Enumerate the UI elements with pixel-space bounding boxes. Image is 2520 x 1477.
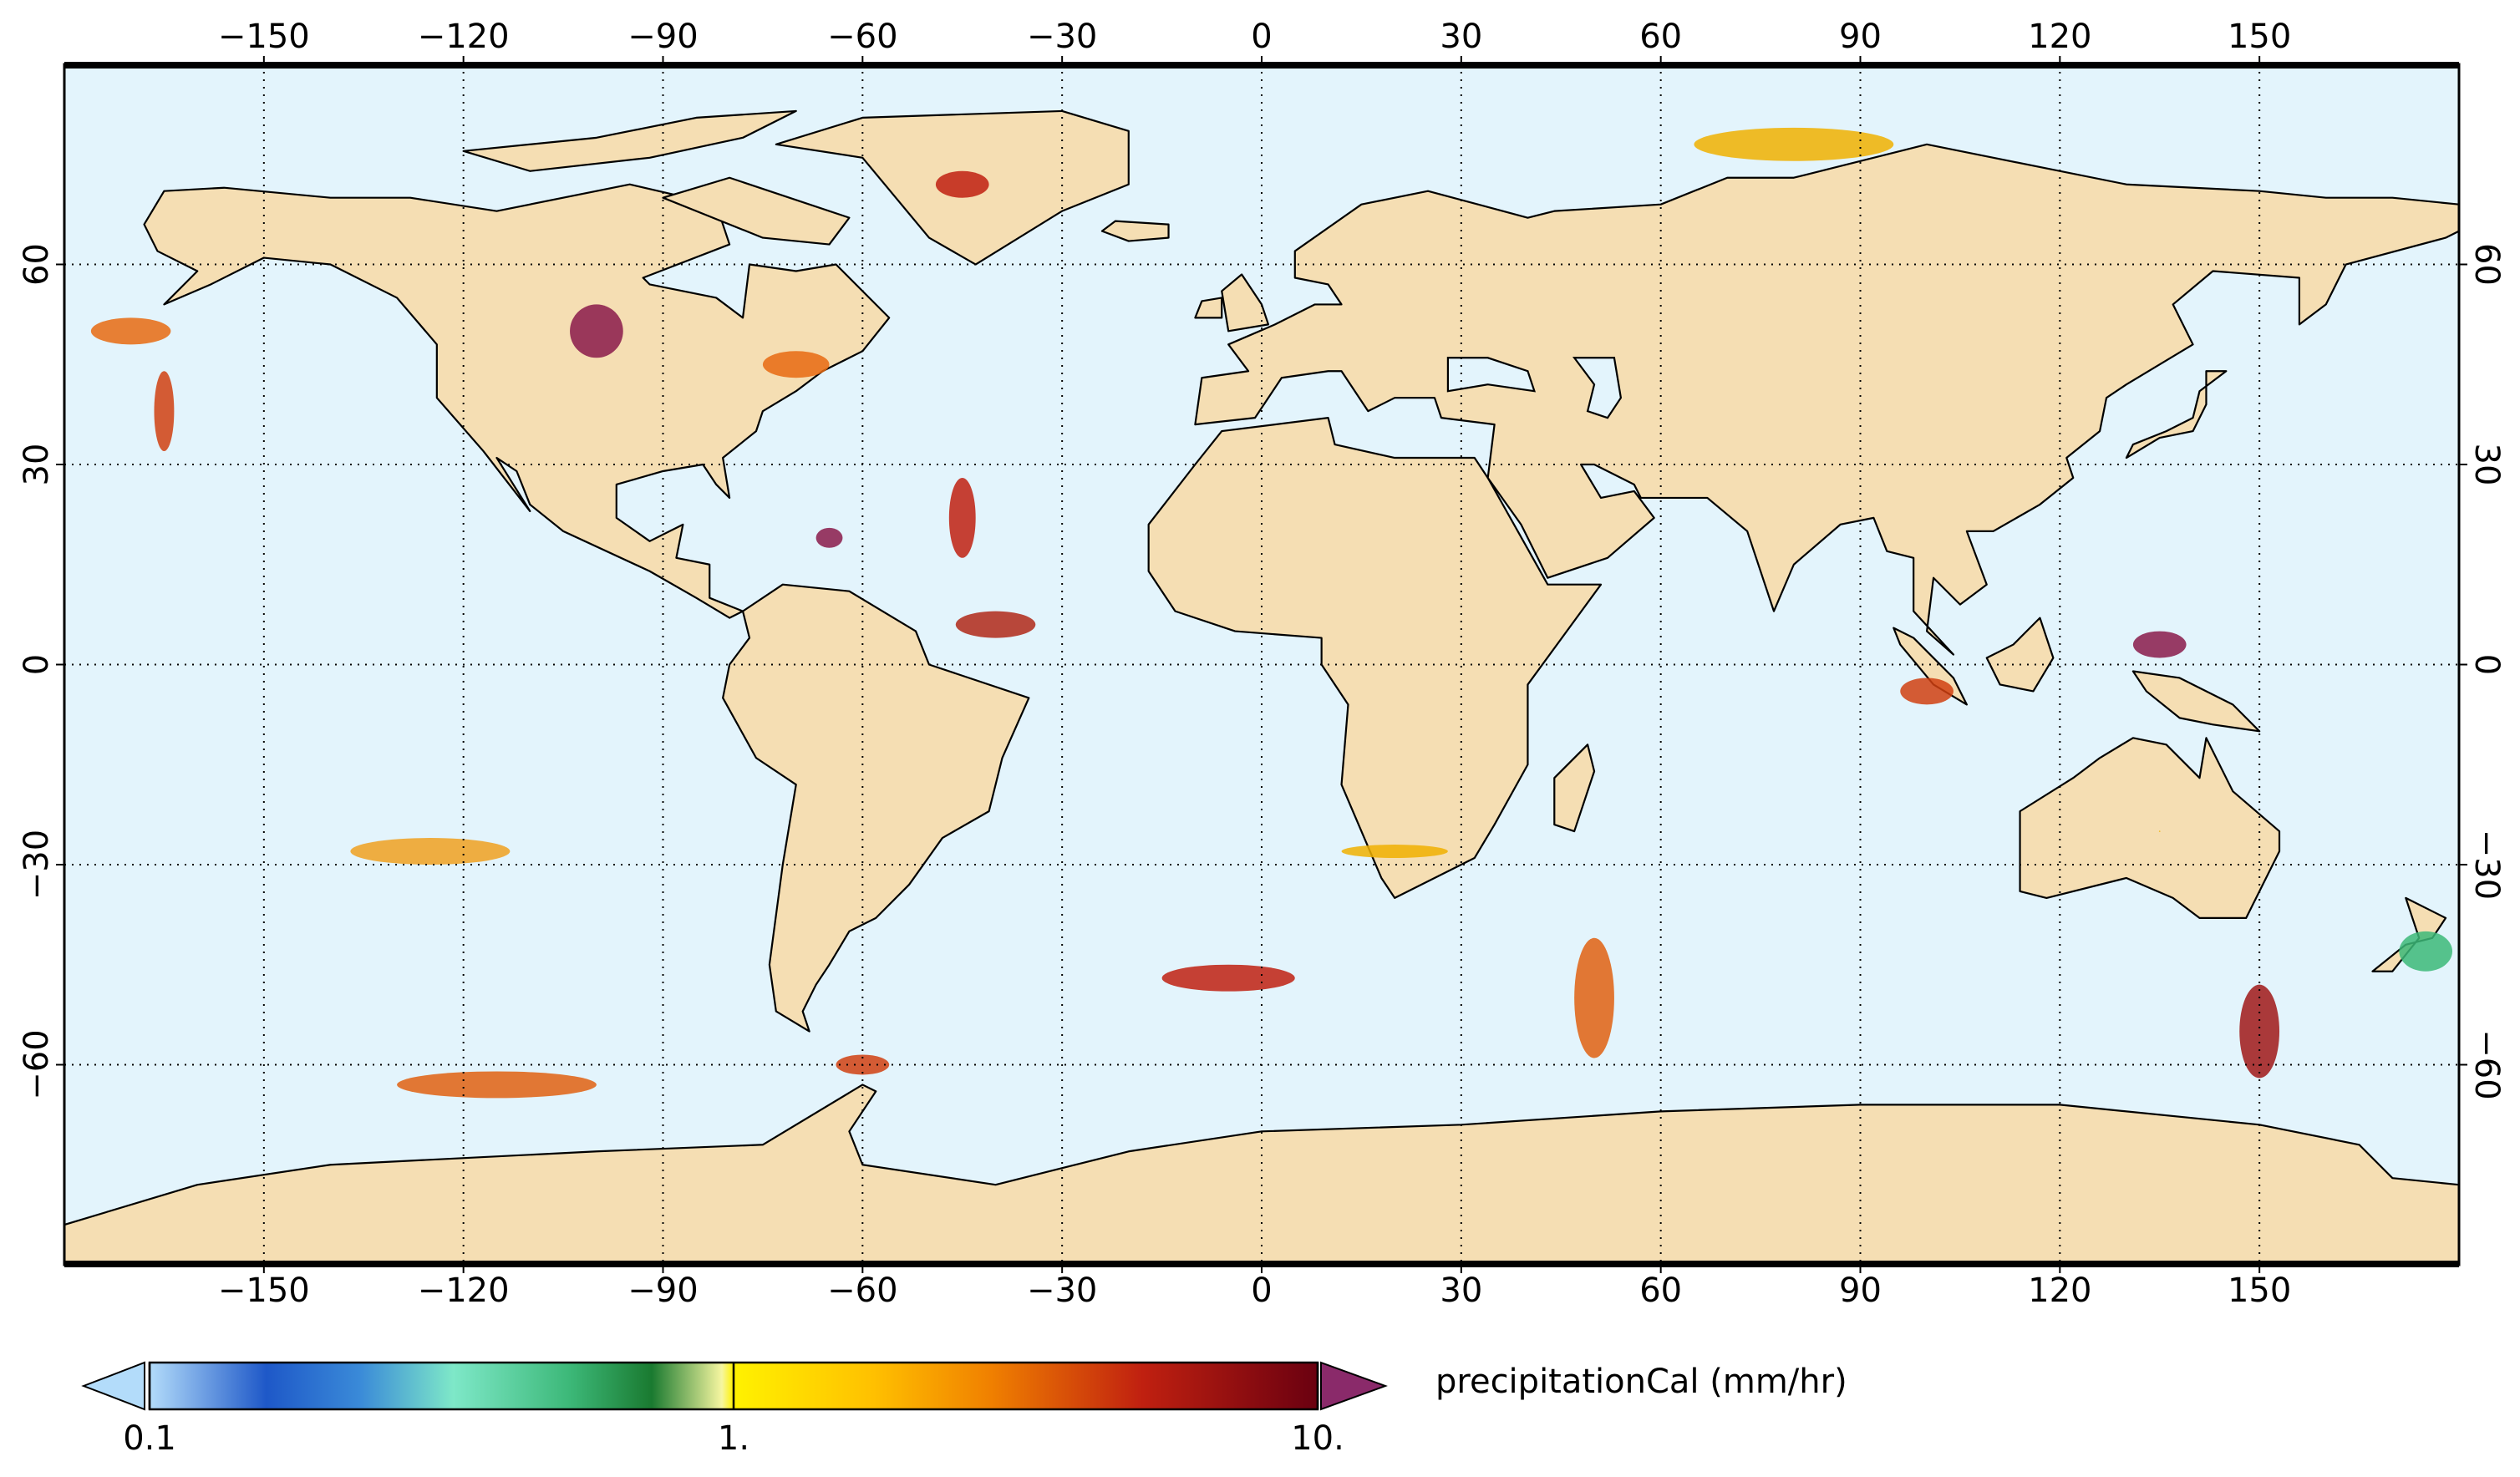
x-tick-label-bottom: 90 (1839, 1271, 1882, 1310)
borneo (1987, 618, 2054, 692)
south-america (723, 585, 1029, 1032)
x-tick-label-top: −150 (218, 18, 310, 56)
y-tick-label-left: −30 (18, 830, 56, 900)
x-tick-label-bottom: −150 (218, 1271, 310, 1310)
x-tick-label-top: −30 (1027, 18, 1097, 56)
colorbar-tick-label: 10. (1291, 1419, 1344, 1458)
colorbar-under-arrow (81, 1361, 145, 1411)
continents (64, 111, 2459, 1265)
colorbar-over-arrow (1320, 1361, 1388, 1411)
x-tick-label-bottom: 120 (2028, 1271, 2091, 1310)
colorbar: precipitationCal (mm/hr) 0.1 1. 10. (81, 1361, 1847, 1458)
y-tick-label-left: −60 (18, 1029, 56, 1099)
x-tick-label-top: −120 (418, 18, 510, 56)
baffin-island (663, 178, 850, 245)
x-tick-label-bottom: −30 (1027, 1271, 1097, 1310)
x-tick-label-top: 90 (1839, 18, 1882, 56)
ireland (1195, 297, 1222, 317)
x-tick-label-bottom: 30 (1440, 1271, 1482, 1310)
graticule (64, 64, 2459, 1265)
x-tick-label-bottom: 0 (1251, 1271, 1272, 1310)
iceland (1102, 221, 1169, 241)
x-tick-label-top: 120 (2028, 18, 2091, 56)
x-tick-label-top: 60 (1639, 18, 1682, 56)
north-america (145, 185, 890, 618)
frame-bar-bottom (64, 1261, 2459, 1267)
colorbar-title: precipitationCal (mm/hr) (1435, 1363, 1847, 1401)
x-tick-label-bottom: −90 (627, 1271, 698, 1310)
y-tick-label-left: 60 (18, 243, 56, 286)
x-tick-label-bottom: −120 (418, 1271, 510, 1310)
x-tick-label-top: 30 (1440, 18, 1482, 56)
x-tick-label-bottom: 150 (2228, 1271, 2291, 1310)
y-tick-label-right: −60 (2467, 1029, 2506, 1099)
madagascar (1554, 744, 1594, 831)
caspian-sea (1574, 358, 1621, 418)
frame-bar-top (64, 62, 2459, 69)
japan (2126, 371, 2226, 458)
y-tick-label-right: 0 (2467, 654, 2506, 675)
map-area (64, 64, 2459, 1265)
x-tick-label-top: 0 (1251, 18, 1272, 56)
y-tick-label-left: 0 (18, 654, 56, 675)
y-tick-label-right: −30 (2467, 830, 2506, 900)
africa (1149, 418, 1601, 898)
x-tick-label-top: 150 (2228, 18, 2291, 56)
y-tick-label-right: 30 (2467, 444, 2506, 486)
x-tick-label-top: −60 (827, 18, 897, 56)
x-tick-label-top: −90 (627, 18, 698, 56)
antarctica (64, 1084, 2459, 1265)
x-tick-label-bottom: −60 (827, 1271, 897, 1310)
new-guinea (2133, 671, 2259, 731)
y-tick-label-left: 30 (18, 444, 56, 486)
x-tick-label-bottom: 60 (1639, 1271, 1682, 1310)
black-sea (1448, 358, 1534, 391)
eurasia (1195, 145, 2459, 655)
y-tick-label-right: 60 (2467, 243, 2506, 286)
colorbar-tick-label: 1. (718, 1419, 749, 1458)
great-britain (1222, 274, 1268, 331)
arctic-islands (464, 111, 796, 171)
colorbar-tick-label: 0.1 (123, 1419, 176, 1458)
precipitation-field (90, 127, 2453, 1099)
australia (2020, 738, 2279, 918)
